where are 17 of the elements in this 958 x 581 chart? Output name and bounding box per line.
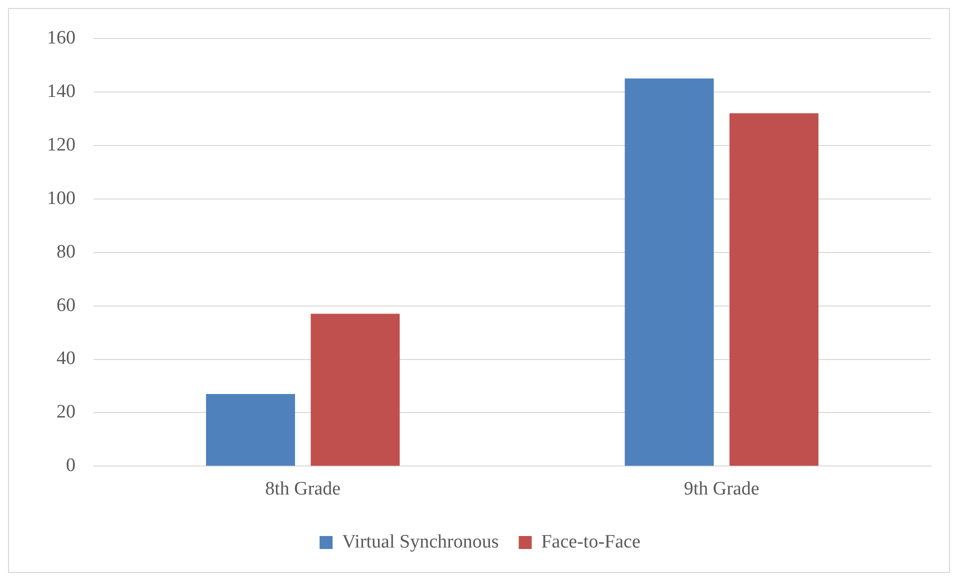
x-tick-label: 9th Grade xyxy=(684,478,760,500)
legend-label: Face-to-Face xyxy=(541,531,640,552)
legend-label: Virtual Synchronous xyxy=(342,531,499,552)
y-tick-label: 0 xyxy=(66,455,76,476)
y-tick-label: 20 xyxy=(56,402,76,423)
x-tick-label: 8th Grade xyxy=(265,478,341,500)
bar xyxy=(729,113,818,466)
y-tick-label: 120 xyxy=(47,134,76,156)
y-tick-label: 100 xyxy=(47,188,76,209)
y-tick-label: 160 xyxy=(47,27,76,48)
bar xyxy=(206,394,296,466)
y-tick-label: 60 xyxy=(56,294,76,316)
y-tick-label: 40 xyxy=(56,348,76,370)
bar xyxy=(624,78,714,466)
bar xyxy=(310,314,400,466)
y-tick-label: 140 xyxy=(47,80,76,102)
y-tick-label: 80 xyxy=(56,241,76,262)
